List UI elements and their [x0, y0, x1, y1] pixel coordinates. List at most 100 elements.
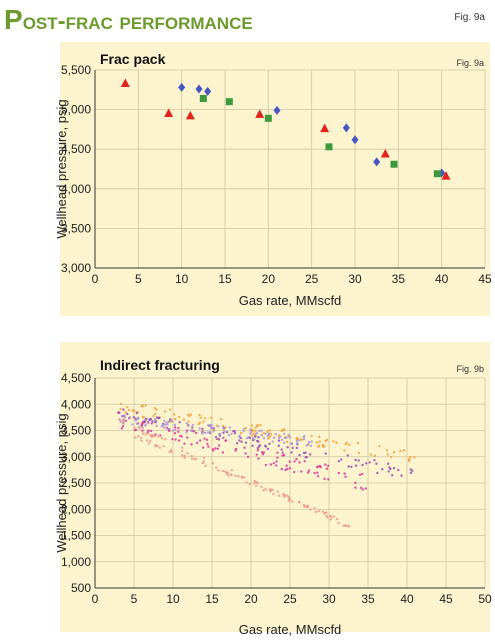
data-point [203, 417, 207, 420]
data-point [171, 429, 175, 432]
data-point [226, 471, 229, 474]
data-point [178, 415, 181, 419]
data-point [321, 510, 324, 513]
data-point [337, 460, 341, 463]
data-point [140, 439, 143, 442]
data-point [364, 487, 368, 490]
data-point [232, 429, 235, 433]
data-point [224, 439, 227, 442]
data-point [375, 462, 378, 465]
data-point [306, 471, 310, 474]
data-point [260, 434, 264, 437]
data-point [369, 453, 373, 456]
data-point [148, 418, 152, 421]
x-tick-label: 35 [392, 272, 406, 286]
data-point [295, 439, 299, 443]
data-point [214, 435, 218, 439]
x-tick-label: 25 [305, 272, 319, 286]
data-point-triangle [255, 109, 265, 118]
data-point [239, 431, 243, 435]
data-point [284, 436, 287, 440]
data-point [168, 450, 171, 454]
data-point [386, 453, 390, 456]
data-point [223, 430, 226, 433]
data-point [240, 440, 243, 443]
x-tick-label: 35 [361, 592, 375, 606]
data-point [193, 457, 196, 461]
y-tick-label: 5,500 [61, 63, 91, 77]
data-point [409, 471, 413, 475]
data-point [151, 434, 154, 437]
data-point-triangle [185, 110, 195, 120]
data-point [183, 456, 186, 459]
data-point [142, 415, 145, 418]
data-point [400, 474, 403, 477]
data-point [413, 456, 416, 459]
data-point [218, 432, 221, 436]
data-point [256, 446, 260, 450]
data-point [204, 464, 207, 468]
data-point [190, 457, 194, 460]
x-tick-label: 45 [439, 592, 453, 606]
data-point [251, 444, 254, 448]
data-point [257, 429, 261, 433]
data-point-diamond [178, 82, 186, 92]
data-point [119, 402, 123, 406]
chart-1: 0 5 10 15 20 25 30 35 40 45 3,000 3,500 4,000 4,500 5,… [54, 42, 492, 316]
data-point [276, 490, 279, 493]
y-tick-label: 4,000 [61, 182, 91, 196]
data-point-triangle [320, 123, 330, 133]
data-point [389, 455, 393, 459]
data-point [185, 422, 188, 425]
data-point [124, 419, 127, 423]
data-point [146, 431, 149, 434]
data-point [121, 419, 125, 422]
data-point [326, 464, 330, 467]
data-point [177, 426, 180, 430]
data-point [210, 425, 213, 428]
data-point [133, 428, 137, 432]
data-point [309, 508, 312, 511]
data-point-diamond [204, 86, 212, 96]
figure-title-rest: ost-frac performance [22, 8, 253, 35]
data-point [120, 427, 124, 430]
data-point [299, 438, 302, 441]
data-point [257, 457, 260, 460]
data-point [356, 441, 360, 445]
chart-fig-label: Fig. 9a [456, 58, 484, 68]
data-point [217, 469, 220, 472]
data-point [407, 459, 411, 463]
data-point [287, 433, 290, 437]
data-point [147, 429, 150, 432]
data-point [305, 444, 308, 447]
data-point [264, 463, 268, 467]
data-point [196, 441, 199, 445]
data-point [199, 439, 202, 442]
data-point [277, 439, 281, 442]
data-point [144, 419, 147, 422]
data-point [295, 446, 298, 450]
data-point [324, 452, 327, 455]
data-point [123, 414, 126, 418]
data-point [324, 511, 327, 515]
data-point [268, 488, 272, 491]
data-point [206, 423, 210, 427]
data-point [230, 432, 233, 436]
data-point [373, 459, 376, 462]
data-point [272, 436, 276, 439]
data-point [149, 434, 152, 437]
data-point [284, 493, 287, 497]
data-point [144, 404, 147, 407]
data-point [195, 457, 198, 461]
data-point [343, 524, 347, 527]
data-point [264, 444, 267, 447]
data-point [318, 440, 321, 443]
y-tick-label: 4,500 [61, 142, 91, 156]
data-point [304, 451, 307, 454]
data-point [303, 434, 306, 438]
data-point [298, 461, 301, 464]
data-point [276, 456, 279, 459]
data-point [131, 423, 134, 426]
data-point [160, 437, 164, 440]
data-point [343, 449, 346, 452]
